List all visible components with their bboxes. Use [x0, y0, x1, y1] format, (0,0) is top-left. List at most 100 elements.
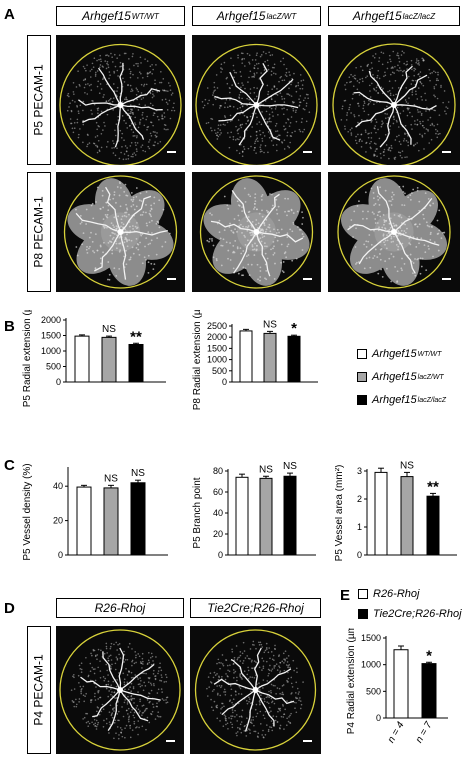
y-tick-label: 0: [357, 550, 362, 560]
bar: [76, 486, 92, 556]
row-label-p5: P5 PECAM-1: [27, 35, 51, 165]
retina-image-p8-lacz-wt: [192, 172, 321, 292]
y-tick-label: 1500: [361, 633, 381, 643]
y-tick-label: 0: [58, 550, 63, 560]
significance-label: **: [427, 478, 439, 495]
bar: [130, 482, 146, 556]
panel-label-a: A: [4, 6, 15, 23]
y-tick-label: 0: [56, 377, 61, 387]
genotype-header-lacz-wt: Arhgef15 lacZ/WT: [192, 6, 321, 26]
legend-swatch-black: [357, 395, 367, 405]
significance-label: NS: [263, 319, 277, 330]
significance-label: *: [426, 647, 432, 664]
retina-image-p8-wt: [56, 172, 185, 292]
y-axis-label: P4 Radial extension (µm): [346, 628, 357, 734]
panel-label-c: C: [4, 457, 15, 474]
y-tick-label: 2000: [207, 332, 227, 342]
y-tick-label: 40: [53, 481, 63, 491]
retina-image-p5-lacz-wt: [192, 35, 321, 165]
y-tick-label: 1000: [361, 660, 381, 670]
y-axis-label: P5 Radial extension (µm): [22, 310, 33, 407]
y-axis-label: P5 Vessel density (%): [22, 463, 33, 560]
legend-swatch-white: [358, 589, 368, 599]
bar: [74, 335, 90, 383]
bar: [374, 471, 388, 556]
significance-label: **: [130, 328, 142, 345]
y-axis-label: P5 Vessel area (mm²): [335, 465, 345, 562]
genotype-header-wt: Arhgef15 WT/WT: [56, 6, 185, 26]
significance-label: NS: [283, 461, 297, 472]
legend-item-lacz-lacz: Arhgef15 lacZ/lacZ: [357, 394, 446, 406]
y-tick-label: 1000: [207, 355, 227, 365]
bar: [239, 330, 253, 383]
y-tick-label: 20: [213, 529, 223, 539]
bar: [393, 649, 409, 719]
legend-swatch-white: [357, 349, 367, 359]
retina-image-p5-wt: [56, 35, 185, 165]
bar: [426, 495, 440, 556]
y-tick-label: 40: [213, 508, 223, 518]
y-axis-label: P8 Radial extension (µm): [192, 310, 203, 410]
legend-swatch-black: [358, 609, 368, 619]
chart-p5-vessel-density: 0 20 40 P5 Vessel density (%) NS NS: [22, 463, 168, 561]
y-tick-label: 1000: [41, 346, 61, 356]
chart-p4-radial-extension: 0 500 1000 1500 P4 Radial extension (µm) * n =…: [346, 628, 448, 745]
y-tick-label: 60: [213, 487, 223, 497]
bar: [128, 343, 144, 383]
chart-p5-branch-point: 0 20 40 60 80 P5 Branch point NS NS: [192, 461, 316, 560]
legend-item-r26-rhoj: R26-Rhoj: [358, 588, 419, 600]
legend-item-tie2cre: Tie2Cre;R26-Rhoj: [358, 608, 462, 620]
bar: [235, 476, 249, 556]
significance-label: *: [291, 320, 297, 337]
y-tick-label: 3: [357, 466, 362, 476]
bar: [421, 663, 437, 719]
significance-label: NS: [131, 468, 145, 479]
genotype-header-tie2cre: Tie2Cre;R26-Rhoj: [190, 598, 321, 618]
y-tick-label: 0: [376, 713, 381, 723]
genotype-header-lacz-lacz: Arhgef15 lacZ/lacZ: [328, 6, 460, 26]
y-tick-label: 2000: [41, 315, 61, 325]
y-tick-label: 500: [366, 686, 381, 696]
row-label-p8: P8 PECAM-1: [27, 172, 51, 292]
bar: [103, 487, 119, 556]
bar: [259, 477, 273, 556]
panel-label-b: B: [4, 318, 15, 335]
row-label-p4: P4 PECAM-1: [27, 626, 51, 754]
legend-swatch-gray: [357, 372, 367, 382]
y-tick-label: 2500: [207, 321, 227, 331]
legend-item-lacz-wt: Arhgef15 lacZ/WT: [357, 371, 444, 383]
bar: [283, 475, 297, 556]
y-tick-label: 1500: [41, 331, 61, 341]
y-tick-label: 1500: [207, 343, 227, 353]
significance-label: NS: [400, 460, 414, 471]
legend-item-wt: Arhgef15 WT/WT: [357, 348, 441, 360]
retina-image-p8-lacz-lacz: [328, 172, 460, 292]
significance-label: NS: [102, 324, 116, 335]
y-tick-label: 80: [213, 466, 223, 476]
bar: [287, 335, 301, 383]
chart-p5-radial-extension: 0 500 1000 1500 2000 P5 Radial extension (µm)…: [22, 310, 166, 407]
bar: [400, 476, 414, 556]
y-tick-label: 0: [218, 550, 223, 560]
bar: [101, 336, 117, 383]
y-tick-label: 20: [53, 516, 63, 526]
bar: [263, 332, 277, 383]
y-axis-label: P5 Branch point: [192, 477, 203, 548]
chart-p5-vessel-area: 0 1 2 3 P5 Vessel area (mm²) NS **: [335, 460, 457, 562]
panel-label-d: D: [4, 600, 15, 617]
y-tick-label: 1: [357, 522, 362, 532]
y-tick-label: 500: [46, 362, 61, 372]
x-category-label: n = 7: [414, 720, 435, 745]
genotype-header-r26-rhoj: R26-Rhoj: [56, 598, 184, 618]
x-category-label: n = 4: [386, 720, 407, 745]
retina-image-p5-lacz-lacz: [328, 35, 460, 165]
y-tick-label: 2: [357, 494, 362, 504]
y-tick-label: 0: [222, 377, 227, 387]
significance-label: NS: [259, 464, 273, 475]
panel-label-e: E: [340, 587, 351, 604]
y-tick-label: 500: [212, 366, 227, 376]
retina-image-p4-r26-rhoj: [56, 626, 184, 754]
retina-image-p4-tie2cre: [190, 626, 321, 754]
significance-label: NS: [104, 473, 118, 484]
